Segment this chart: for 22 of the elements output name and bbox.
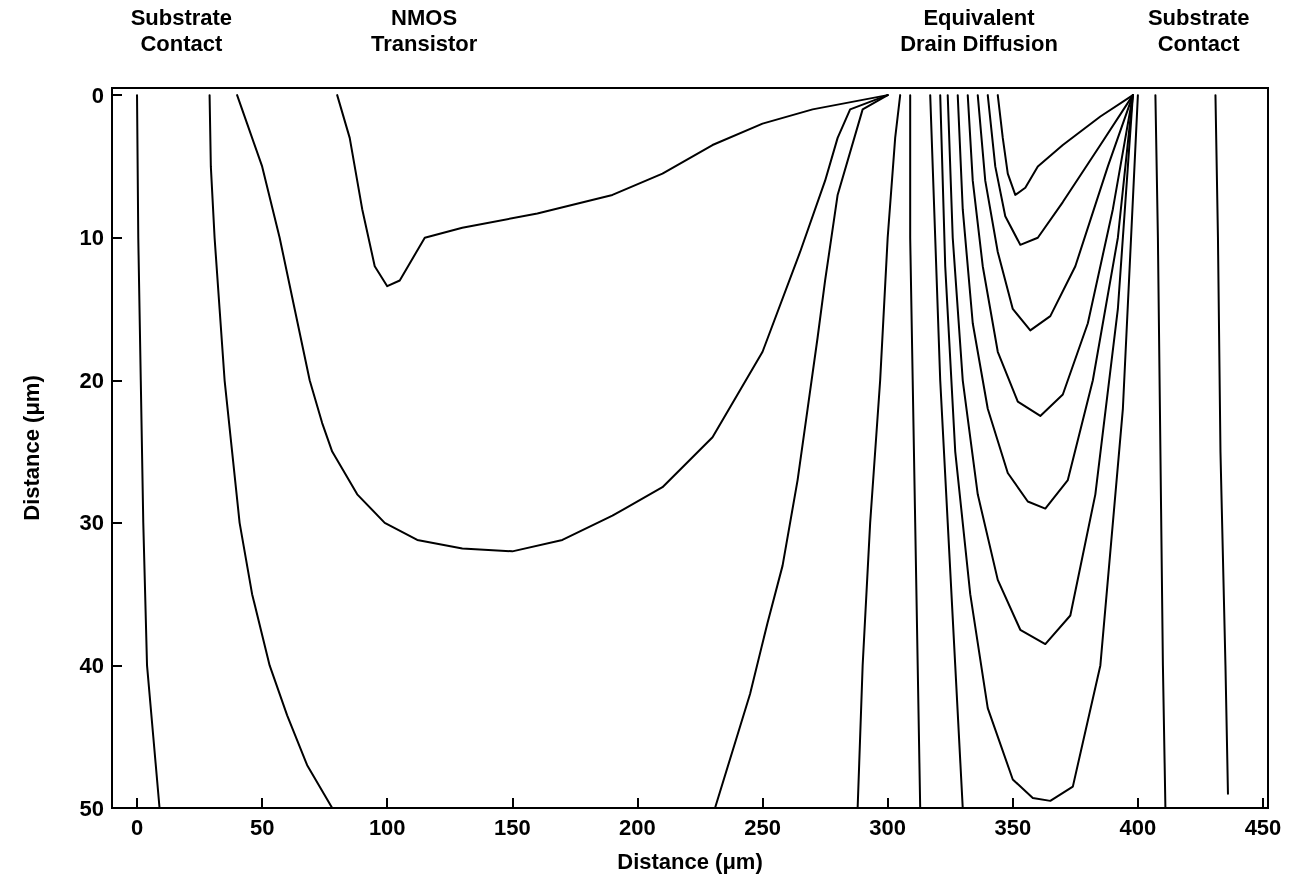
text: NMOS Transistor bbox=[370, 4, 478, 56]
y-axis-title: Distance (μm) bbox=[18, 375, 44, 521]
x-tick-label: 150 bbox=[493, 814, 531, 840]
x-tick-label: 200 bbox=[619, 814, 656, 840]
text: Substrate Contact bbox=[1147, 4, 1250, 56]
x-tick-label: 50 bbox=[249, 814, 275, 840]
x-tick-label: 100 bbox=[368, 814, 406, 840]
y-tick-label: 10 bbox=[79, 225, 104, 251]
text: Equivalent Drain Diffusion bbox=[900, 4, 1058, 56]
y-tick-label: 0 bbox=[91, 82, 104, 108]
y-tick-label: 40 bbox=[79, 652, 104, 678]
x-tick-label: 250 bbox=[744, 814, 781, 840]
x-tick-label: 350 bbox=[994, 814, 1032, 840]
x-tick-label: 400 bbox=[1119, 814, 1157, 840]
y-tick-label: 20 bbox=[79, 367, 104, 393]
x-tick-label: 300 bbox=[869, 814, 907, 840]
y-tick-label: 50 bbox=[79, 795, 104, 821]
x-tick-label: 450 bbox=[1244, 814, 1282, 840]
text: Substrate Contact bbox=[130, 4, 233, 56]
y-tick-label: 30 bbox=[79, 510, 104, 536]
x-tick-label: 0 bbox=[130, 814, 144, 840]
x-axis-title: Distance (μm) bbox=[617, 848, 763, 874]
